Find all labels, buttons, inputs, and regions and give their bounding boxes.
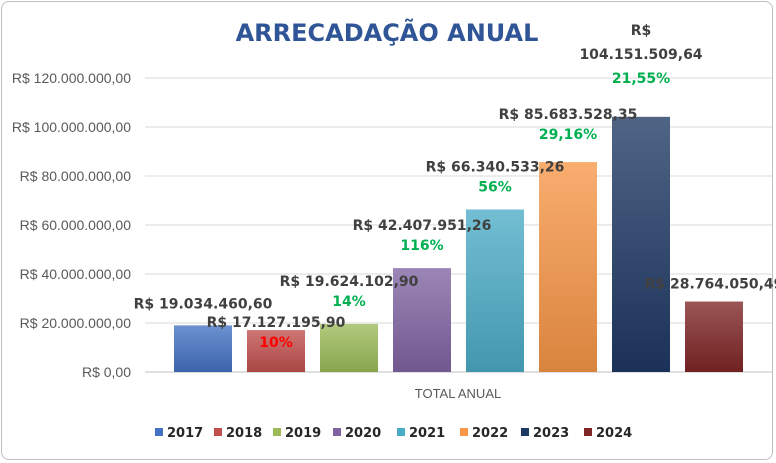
y-tick-label: R$ 100.000.000,00 — [12, 119, 131, 135]
y-tick-label: R$ 60.000.000,00 — [20, 217, 132, 233]
legend-item-2019: 2019 — [273, 426, 321, 441]
legend: 2017 2018 2019 2020 2021 2022 2023 2024 — [155, 426, 632, 441]
legend-item-2022: 2022 — [460, 426, 508, 441]
growth-label-2021: 56% — [478, 179, 512, 195]
bar-2017 — [174, 325, 232, 372]
legend-swatch — [155, 428, 163, 436]
growth-label-2020: 116% — [400, 238, 443, 254]
value-label-2023: 104.151.509,64 — [579, 47, 702, 63]
legend-label: 2022 — [472, 426, 508, 441]
y-tick-label: R$ 120.000.000,00 — [12, 70, 131, 86]
value-label-2024: R$ 28.764.050,49 — [645, 277, 776, 293]
legend-label: 2020 — [345, 426, 381, 441]
growth-label-2019: 14% — [332, 294, 366, 310]
y-tick-label: R$ 40.000.000,00 — [20, 266, 132, 282]
legend-item-2023: 2023 — [521, 426, 569, 441]
legend-label: 2017 — [167, 426, 203, 441]
y-axis: R$ 0,00 R$ 20.000.000,00 R$ 40.000.000,00 R… — [12, 70, 131, 380]
legend-swatch — [460, 428, 468, 436]
legend-item-2020: 2020 — [333, 426, 381, 441]
bar-2022 — [539, 162, 597, 372]
value-label-2022: R$ 85.683.528,35 — [499, 107, 638, 123]
chart-title: ARRECADAÇÃO ANUAL — [236, 18, 539, 47]
value-label-2018: R$ 17.127.195,90 — [207, 315, 346, 331]
legend-item-2021: 2021 — [397, 426, 445, 441]
legend-label: 2023 — [533, 426, 569, 441]
legend-item-2024: 2024 — [584, 426, 632, 441]
legend-item-2018: 2018 — [214, 426, 262, 441]
y-tick-label: R$ 20.000.000,00 — [20, 315, 132, 331]
value-label-2020: R$ 42.407.951,26 — [353, 218, 492, 234]
legend-swatch — [273, 428, 281, 436]
growth-label-2022: 29,16% — [539, 127, 597, 143]
y-tick-label: R$ 0,00 — [82, 364, 131, 380]
legend-swatch — [333, 428, 341, 436]
data-labels: R$ 19.034.460,60 R$ 17.127.195,90 10% R$ 19… — [134, 23, 776, 351]
y-tick-label: R$ 80.000.000,00 — [20, 168, 132, 184]
growth-label-2018: 10% — [259, 335, 293, 351]
value-label-2023-currency: R$ — [631, 23, 652, 39]
bar-2024 — [685, 301, 743, 372]
bars — [174, 116, 743, 373]
legend-label: 2018 — [226, 426, 262, 441]
bar-2020 — [393, 268, 451, 372]
legend-swatch — [584, 428, 592, 436]
legend-item-2017: 2017 — [155, 426, 203, 441]
value-label-2017: R$ 19.034.460,60 — [134, 296, 273, 312]
legend-label: 2024 — [596, 426, 632, 441]
value-label-2021: R$ 66.340.533,26 — [426, 159, 565, 175]
legend-swatch — [214, 428, 222, 436]
legend-swatch — [397, 428, 405, 436]
bar-2019 — [320, 323, 378, 372]
legend-swatch — [521, 428, 529, 436]
bar-2023 — [612, 116, 670, 373]
growth-label-2023: 21,55% — [612, 71, 670, 87]
x-axis-label: TOTAL ANUAL — [415, 386, 501, 401]
legend-label: 2021 — [409, 426, 445, 441]
legend-label: 2019 — [285, 426, 321, 441]
bar-2021 — [466, 209, 524, 372]
value-label-2019: R$ 19.624.102,90 — [280, 274, 419, 290]
bar-2018 — [247, 330, 305, 372]
